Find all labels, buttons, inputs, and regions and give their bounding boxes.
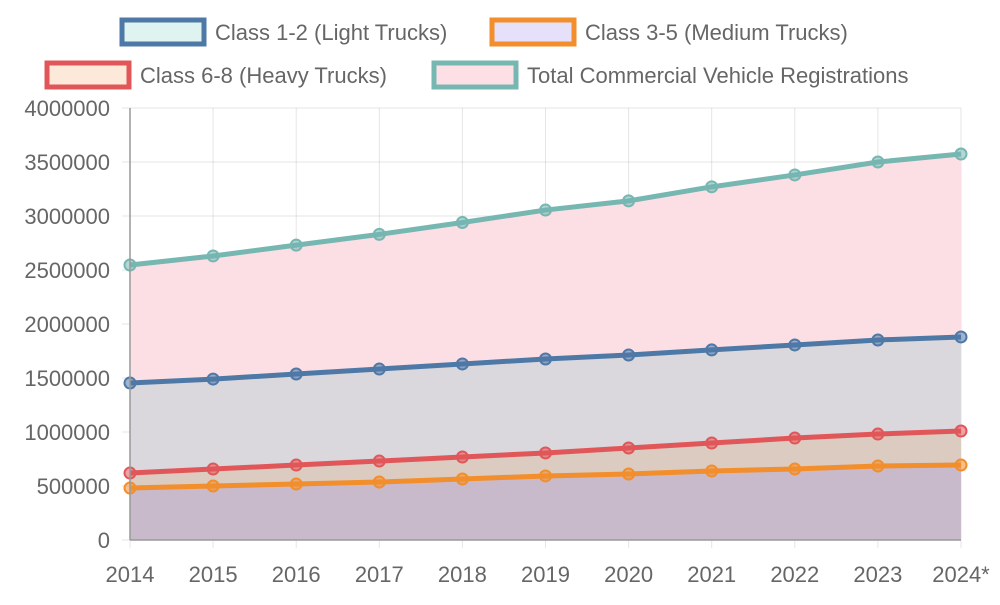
y-tick-label: 2000000 [24,312,110,337]
axes: 0 500000 1000000 1500000 2000000 2500000 30000… [24,96,990,587]
data-point [206,462,220,476]
data-point [206,479,220,493]
x-tick-label: 2022 [770,562,819,587]
legend-swatch [431,60,519,90]
y-tick-label: 0 [98,528,110,553]
data-point [539,352,552,366]
y-tick-label: 2500000 [24,258,110,283]
data-point [871,459,885,473]
y-tick-label: 4000000 [24,96,110,121]
legend-item: Total Commercial Vehicle Registrations [431,60,909,90]
x-tick-label: 2024* [932,562,990,587]
data-point [954,458,968,472]
y-tick-label: 1500000 [24,366,110,391]
data-point [372,475,386,489]
x-tick-label: 2023 [853,562,902,587]
data-point [705,180,719,194]
legend-swatch [44,60,132,90]
data-point [539,446,552,460]
y-tick-label: 500000 [37,474,110,499]
data-point [539,203,552,217]
legend-item: Class 1-2 (Light Trucks) [119,17,447,47]
legend: Class 1-2 (Light Trucks) Class 3-5 (Mediu… [44,17,909,90]
data-point [289,458,303,472]
data-point [289,367,303,381]
data-point [455,472,469,486]
data-point [289,477,303,491]
data-point [954,147,968,161]
data-point [372,362,386,376]
legend-swatch [119,17,207,47]
legend-label: Class 1-2 (Light Trucks) [215,20,447,45]
data-point [206,372,220,386]
lines [123,147,968,495]
data-point [788,168,802,182]
data-point [372,227,386,241]
data-point [954,330,968,344]
legend-label: Class 3-5 (Medium Trucks) [585,20,848,45]
data-point [954,424,968,438]
legend-label: Total Commercial Vehicle Registrations [527,63,909,88]
data-point [788,431,802,445]
x-tick-label: 2016 [272,562,321,587]
data-point [289,238,303,252]
legend-item: Class 6-8 (Heavy Trucks) [44,60,387,90]
x-tick-label: 2020 [604,562,653,587]
x-tick-label: 2018 [438,562,487,587]
data-point [622,441,636,455]
areas [130,154,961,540]
data-point [788,338,802,352]
data-point [455,215,469,229]
legend-swatch [489,17,577,47]
x-tick-label: 2017 [355,562,404,587]
data-point [206,249,220,263]
data-point [871,333,885,347]
data-point [705,436,719,450]
data-point [539,469,552,483]
y-tick-label: 1000000 [24,420,110,445]
data-point [622,348,636,362]
data-point [705,343,719,357]
data-point [871,155,885,169]
data-point [705,464,719,478]
y-tick-label: 3500000 [24,150,110,175]
data-point [622,194,636,208]
data-point [455,450,469,464]
legend-label: Class 6-8 (Heavy Trucks) [140,63,387,88]
data-point [871,427,885,441]
data-point [788,462,802,476]
data-point [372,454,386,468]
x-tick-label: 2019 [521,562,570,587]
data-point [455,357,469,371]
x-tick-label: 2014 [106,562,155,587]
x-tick-label: 2021 [687,562,736,587]
legend-item: Class 3-5 (Medium Trucks) [489,17,848,47]
y-tick-label: 3000000 [24,204,110,229]
data-point [622,467,636,481]
x-tick-label: 2015 [189,562,238,587]
